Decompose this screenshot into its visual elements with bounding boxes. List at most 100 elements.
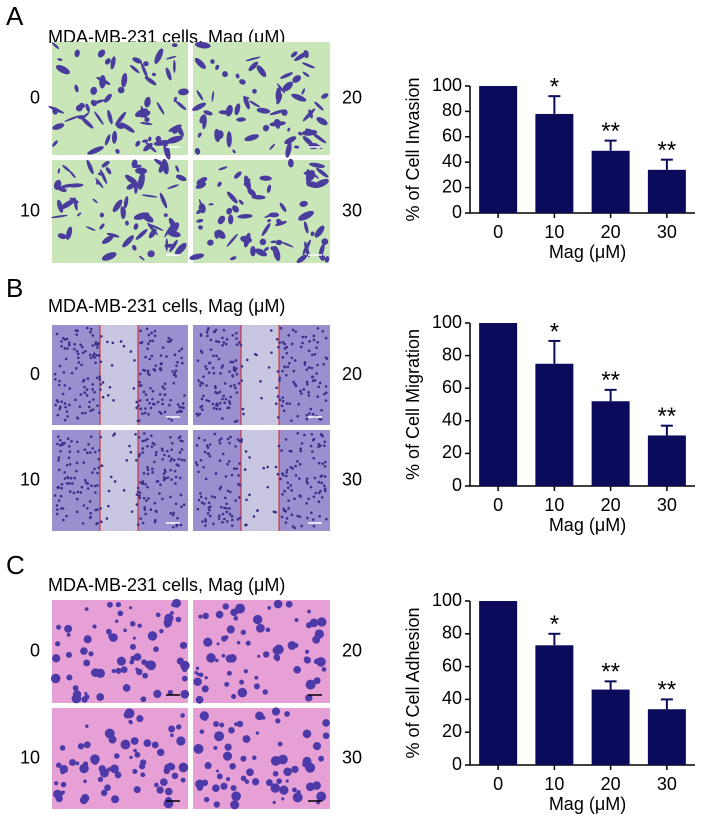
cell: [234, 103, 241, 116]
cell: [222, 751, 233, 761]
cell: [77, 743, 85, 750]
cell: [183, 394, 186, 397]
cell: [233, 616, 239, 621]
cell: [285, 351, 288, 355]
y-tick-label: 0: [452, 754, 462, 774]
cell: [224, 475, 228, 478]
cell: [99, 388, 102, 391]
cell: [181, 675, 188, 682]
cell: [125, 220, 129, 226]
cell: [196, 507, 200, 511]
cell: [309, 444, 313, 448]
cell: [256, 509, 259, 512]
cell: [79, 343, 83, 347]
cell: [201, 382, 205, 385]
cell: [311, 379, 315, 383]
cell: [156, 479, 160, 483]
cell: [225, 506, 228, 510]
cell: [238, 462, 241, 465]
cell: [198, 412, 202, 416]
cell: [150, 331, 153, 335]
cell: [317, 491, 321, 495]
cell: [321, 666, 327, 672]
cell: [307, 394, 311, 397]
cell: [281, 396, 285, 399]
cell: [280, 449, 283, 452]
cell: [97, 354, 101, 357]
cell: [95, 177, 104, 189]
cell: [143, 739, 152, 748]
cell: [280, 72, 293, 79]
cell: [229, 384, 233, 388]
cell: [310, 366, 314, 370]
cell: [203, 110, 213, 116]
cell: [221, 417, 224, 420]
cell: [261, 715, 266, 720]
cell: [172, 458, 176, 462]
cell: [132, 244, 137, 251]
cell: [130, 510, 134, 513]
cell: [234, 359, 238, 362]
cell: [166, 476, 170, 479]
cell: [242, 412, 245, 416]
cell: [122, 684, 131, 692]
cell: [178, 451, 182, 454]
cell: [276, 218, 282, 225]
cell: [147, 631, 158, 641]
cell: [208, 454, 212, 458]
cell: [200, 351, 204, 354]
cell: [167, 454, 171, 458]
cell: [95, 354, 98, 357]
cell: [98, 378, 102, 381]
cell: [196, 414, 200, 417]
cell: [108, 735, 117, 744]
cell: [283, 489, 286, 493]
cell: [306, 482, 309, 485]
cell: [141, 521, 145, 525]
cell: [75, 761, 80, 766]
x-axis-label: Mag (μM): [549, 515, 626, 535]
cell: [298, 477, 301, 480]
cell: [299, 392, 303, 395]
cell: [210, 59, 215, 64]
cell: [302, 729, 312, 739]
cell: [95, 522, 98, 526]
cell: [159, 483, 162, 487]
cell: [221, 452, 225, 456]
cell: [149, 386, 152, 390]
cell: [285, 600, 293, 608]
cell: [176, 410, 179, 414]
cell: [170, 457, 174, 461]
cell: [55, 512, 59, 516]
cell: [252, 614, 263, 625]
cell: [211, 90, 215, 102]
bar: [535, 645, 574, 765]
cell: [93, 484, 97, 488]
cell: [151, 471, 154, 474]
cell: [159, 192, 168, 209]
cell: [122, 489, 126, 492]
cell: [173, 96, 178, 103]
cell: [63, 384, 67, 387]
cell: [237, 382, 241, 385]
cell: [140, 384, 143, 387]
cell: [84, 607, 89, 611]
cell: [196, 177, 208, 185]
cell: [244, 779, 250, 784]
cell: [69, 170, 76, 179]
cell: [129, 755, 133, 760]
cell: [176, 724, 182, 730]
cell: [151, 339, 155, 343]
panel-label: A: [6, 1, 24, 31]
cell: [178, 476, 182, 480]
cell: [123, 711, 131, 719]
cell: [173, 59, 176, 73]
cell: [107, 504, 110, 508]
cell: [230, 514, 234, 518]
cell: [138, 452, 142, 456]
cell: [140, 696, 147, 703]
cell: [180, 458, 183, 462]
cell: [218, 441, 222, 445]
cell: [97, 49, 106, 58]
cell: [153, 518, 157, 522]
